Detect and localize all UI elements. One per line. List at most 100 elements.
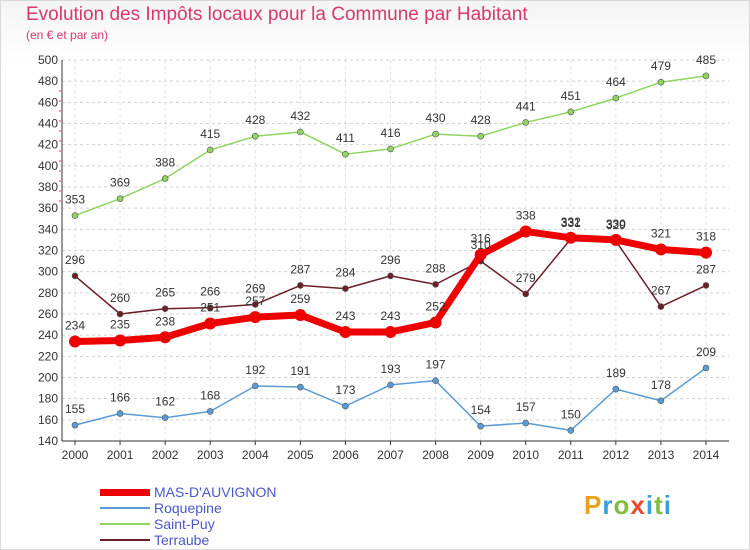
chart-subtitle: (en € et par an)	[26, 28, 109, 42]
x-tick-label: 2004	[242, 448, 269, 462]
x-tick-label: 2008	[422, 448, 449, 462]
logo-letter: t	[654, 490, 664, 520]
data-label-terraube: 288	[426, 261, 446, 275]
data-point-saint-puy	[297, 128, 304, 136]
data-label-roquepine: 166	[110, 390, 130, 404]
data-label-terraube: 266	[200, 285, 220, 299]
y-tick-label: 400	[38, 159, 58, 173]
data-label-mas-d-auvignon: 234	[65, 319, 85, 333]
data-point-mas-d-auvignon	[429, 316, 442, 329]
y-tick-label: 380	[38, 180, 58, 194]
data-label-terraube: 287	[290, 262, 310, 276]
y-tick-label: 160	[38, 413, 58, 427]
data-label-mas-d-auvignon: 251	[200, 301, 220, 315]
y-tick-label: 280	[38, 286, 58, 300]
legend-label: Terraube	[154, 532, 210, 548]
data-point-terraube	[116, 310, 124, 318]
data-point-mas-d-auvignon	[519, 225, 532, 238]
legend-swatch	[100, 539, 150, 541]
data-label-saint-puy: 485	[696, 53, 716, 67]
data-label-mas-d-auvignon: 330	[606, 217, 626, 231]
data-point-roquepine	[477, 422, 484, 430]
data-point-mas-d-auvignon	[609, 233, 622, 246]
data-label-saint-puy: 353	[65, 193, 85, 207]
logo-letter: i	[663, 490, 672, 520]
data-point-mas-d-auvignon	[69, 335, 81, 348]
data-label-terraube: 310	[471, 238, 491, 252]
logo-letter: x	[630, 490, 646, 520]
x-tick-label: 2012	[603, 448, 630, 462]
legend-swatch	[100, 507, 150, 509]
data-point-saint-puy	[522, 119, 530, 126]
y-tick-label: 300	[38, 265, 58, 279]
y-tick-label: 340	[38, 222, 58, 236]
y-tick-label: 480	[38, 74, 58, 88]
data-label-roquepine: 162	[155, 395, 175, 409]
data-point-roquepine	[432, 377, 439, 384]
y-tick-label: 200	[38, 371, 58, 385]
data-label-terraube: 329	[606, 218, 626, 232]
data-point-mas-d-auvignon	[114, 334, 127, 347]
data-label-roquepine: 197	[426, 358, 446, 372]
data-point-terraube	[342, 285, 349, 292]
data-label-mas-d-auvignon: 257	[245, 294, 265, 308]
data-point-terraube	[161, 305, 169, 313]
legend-label: MAS-D'AUVIGNON	[154, 484, 277, 500]
logo-letter: r	[602, 490, 614, 520]
data-label-saint-puy: 432	[290, 109, 310, 123]
data-label-mas-d-auvignon: 338	[516, 208, 536, 222]
data-point-saint-puy	[251, 132, 259, 140]
data-label-mas-d-auvignon: 332	[561, 215, 581, 229]
data-point-roquepine	[702, 364, 710, 372]
data-point-terraube	[657, 303, 665, 310]
data-point-saint-puy	[702, 72, 710, 80]
y-tick-label: 500	[38, 53, 58, 67]
data-label-saint-puy: 369	[110, 176, 130, 190]
data-point-roquepine	[297, 383, 304, 391]
data-point-saint-puy	[116, 195, 124, 202]
data-point-roquepine	[657, 397, 665, 405]
data-point-roquepine	[567, 427, 575, 434]
y-tick-label: 180	[38, 392, 58, 406]
data-point-roquepine	[251, 382, 259, 390]
proxiti-logo: Proxiti	[584, 490, 672, 521]
data-label-terraube: 267	[651, 284, 671, 298]
x-tick-label: 2013	[648, 448, 675, 462]
data-point-roquepine	[116, 410, 124, 417]
chart-title: Evolution des Impôts locaux pour la Comm…	[26, 4, 528, 25]
data-point-roquepine	[612, 385, 620, 393]
logo-letter: P	[584, 490, 603, 520]
logo-letter: o	[613, 490, 631, 520]
y-tick-label: 260	[38, 307, 58, 321]
data-point-saint-puy	[432, 130, 439, 138]
y-tick-label: 460	[38, 95, 58, 109]
data-label-terraube: 296	[65, 253, 85, 267]
data-label-saint-puy: 464	[606, 75, 626, 89]
data-point-terraube	[206, 304, 214, 311]
data-label-mas-d-auvignon: 243	[380, 309, 400, 323]
data-point-terraube	[71, 272, 79, 280]
data-point-saint-puy	[161, 175, 169, 182]
data-point-mas-d-auvignon	[249, 311, 262, 324]
data-label-roquepine: 154	[471, 403, 491, 417]
y-tick-label: 140	[38, 434, 58, 448]
data-label-terraube: 331	[561, 216, 581, 230]
data-label-roquepine: 193	[380, 362, 400, 376]
x-tick-label: 2001	[107, 448, 134, 462]
data-point-terraube	[702, 282, 710, 289]
data-point-roquepine	[206, 408, 214, 415]
data-point-mas-d-auvignon	[654, 243, 667, 256]
data-label-saint-puy: 430	[426, 111, 446, 125]
y-tick-label: 240	[38, 328, 58, 342]
data-point-roquepine	[387, 381, 394, 389]
x-tick-label: 2007	[377, 448, 404, 462]
data-label-terraube: 287	[696, 262, 716, 276]
x-tick-label: 2014	[693, 448, 720, 462]
data-label-mas-d-auvignon: 318	[696, 230, 716, 244]
x-tick-label: 2006	[332, 448, 359, 462]
data-label-roquepine: 150	[561, 407, 581, 421]
data-point-saint-puy	[206, 146, 214, 154]
data-label-terraube: 284	[335, 266, 355, 280]
data-label-mas-d-auvignon: 243	[335, 309, 355, 323]
plot-area	[62, 60, 729, 441]
